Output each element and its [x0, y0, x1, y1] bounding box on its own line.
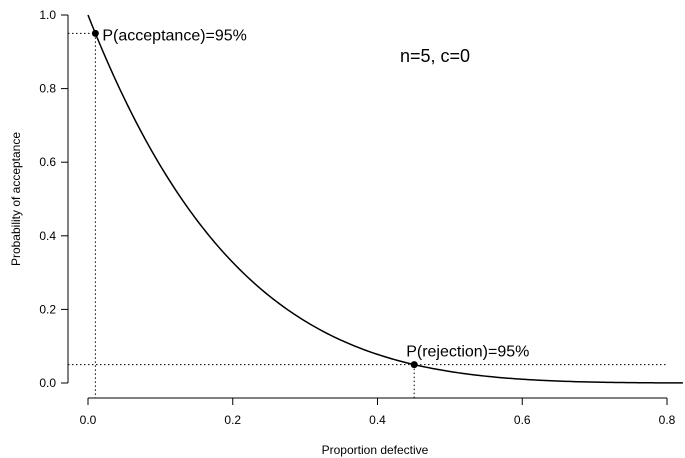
y-tick-label: 0.0 [39, 376, 56, 390]
x-tick-label: 0.0 [80, 413, 97, 427]
plan-parameters: n=5, c=0 [400, 46, 470, 66]
y-tick-label: 0.6 [39, 155, 56, 169]
acceptance-label: P(acceptance)=95% [102, 27, 247, 44]
y-tick-label: 0.2 [39, 302, 56, 316]
x-tick-label: 0.8 [659, 413, 676, 427]
rejection-point [410, 361, 418, 369]
axes: 0.0 0.2 0.4 0.6 0.8 1.0 0.0 0.2 0.4 0.6 0.8 [39, 8, 675, 427]
y-tick-label: 0.8 [39, 82, 56, 96]
x-tick-label: 0.2 [224, 413, 241, 427]
rejection-label: P(rejection)=95% [406, 344, 529, 361]
x-tick-label: 0.4 [369, 413, 386, 427]
x-axis-title: Proportion defective [322, 443, 429, 457]
y-axis-title: Probability of acceptance [9, 132, 23, 266]
reference-lines [68, 32, 668, 398]
oc-curve [87, 14, 683, 384]
y-tick-label: 0.4 [39, 229, 56, 243]
marked-points: P(acceptance)=95% P(rejection)=95% [91, 27, 529, 369]
x-tick-label: 0.6 [514, 413, 531, 427]
y-tick-label: 1.0 [39, 8, 56, 22]
acceptance-point [91, 29, 99, 37]
